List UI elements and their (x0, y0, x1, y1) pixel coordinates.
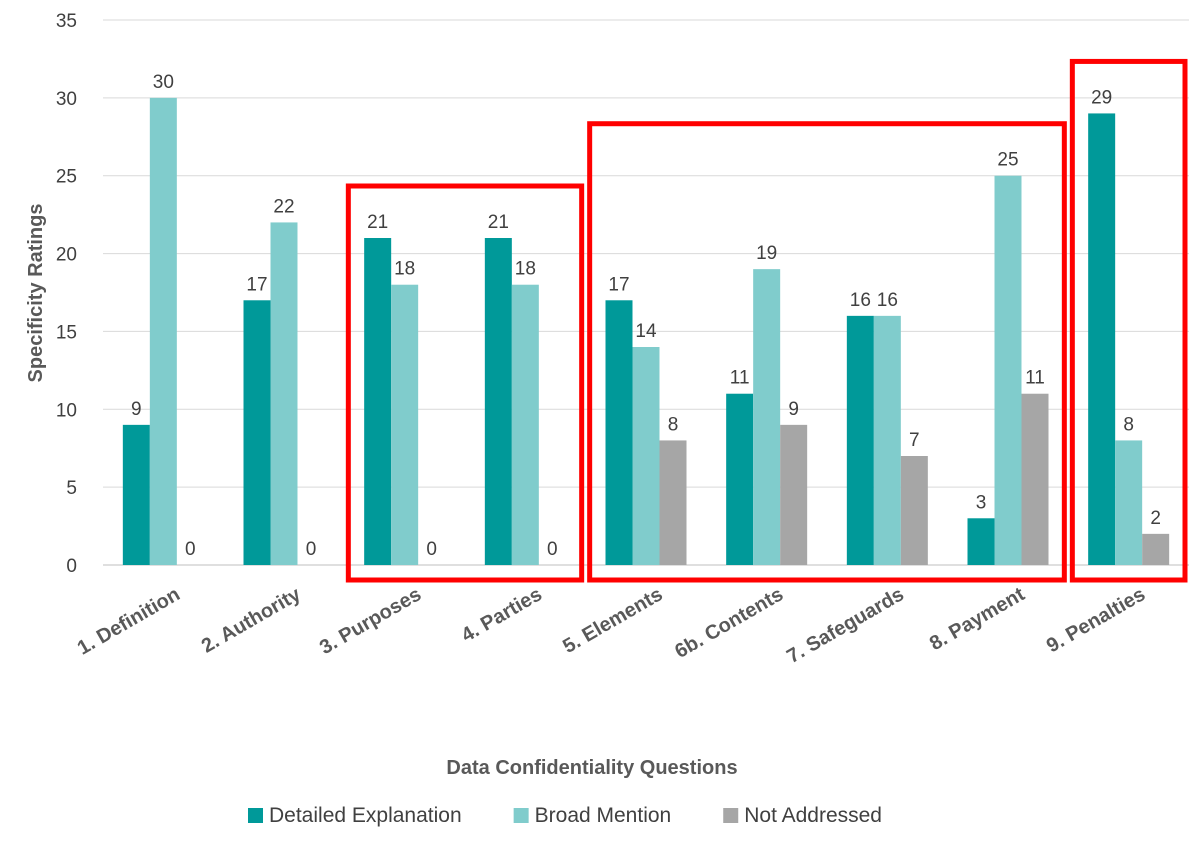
x-tick-label: 6b. Contents (671, 583, 787, 663)
y-tick-label: 25 (56, 167, 77, 188)
data-label: 11 (1025, 368, 1045, 389)
legend-swatch (723, 808, 738, 823)
bar (485, 238, 512, 565)
data-label: 8 (668, 414, 679, 435)
y-tick-label: 0 (66, 556, 77, 577)
bar (364, 238, 391, 565)
data-label: 0 (547, 539, 558, 560)
legend-swatch (514, 808, 529, 823)
data-label: 8 (1123, 414, 1134, 435)
y-axis-ticks: 0 5 10 15 20 25 30 35 (56, 11, 77, 577)
y-tick-label: 30 (56, 89, 77, 110)
data-label: 25 (997, 150, 1018, 171)
x-tick-label: 1. Definition (74, 583, 184, 659)
x-axis-title: Data Confidentiality Questions (446, 757, 737, 779)
bar (753, 269, 780, 565)
x-tick-label: 4. Parties (458, 583, 546, 647)
data-label: 0 (185, 539, 196, 560)
bar (968, 518, 995, 565)
y-tick-label: 15 (56, 322, 77, 343)
data-label: 18 (394, 259, 415, 280)
data-label: 16 (850, 290, 871, 311)
bar (1022, 394, 1049, 565)
data-label: 17 (246, 274, 267, 295)
bar (995, 176, 1022, 565)
data-label: 21 (367, 212, 388, 233)
data-label: 29 (1091, 87, 1112, 108)
bar (606, 300, 633, 565)
bar (123, 425, 150, 565)
bar (874, 316, 901, 565)
bar (660, 440, 687, 565)
data-label: 0 (426, 539, 437, 560)
legend-label: Broad Mention (535, 804, 672, 827)
bar (512, 285, 539, 565)
data-label: 19 (756, 243, 777, 264)
data-label: 14 (635, 321, 657, 342)
bar (780, 425, 807, 565)
x-axis-ticks: 1. Definition 2. Authority 3. Purposes 4. P… (74, 583, 1149, 668)
data-label: 30 (153, 72, 174, 93)
bar (1088, 113, 1115, 565)
data-label: 2 (1150, 508, 1161, 529)
bar (391, 285, 418, 565)
bar (1115, 440, 1142, 565)
y-axis-title: Specificity Ratings (25, 204, 47, 383)
data-label: 21 (488, 212, 509, 233)
y-tick-label: 35 (56, 11, 77, 32)
bar (271, 222, 298, 565)
y-tick-label: 20 (56, 245, 77, 266)
bar (1142, 534, 1169, 565)
bar (633, 347, 660, 565)
bar (150, 98, 177, 565)
data-label: 11 (730, 368, 750, 389)
y-tick-label: 5 (66, 478, 77, 499)
bar (847, 316, 874, 565)
legend: Detailed Explanation Broad Mention Not Add… (248, 804, 882, 827)
data-label: 18 (515, 259, 536, 280)
x-tick-label: 9. Penalties (1043, 583, 1149, 657)
data-label: 7 (909, 430, 920, 451)
data-label: 17 (608, 274, 629, 295)
bar (901, 456, 928, 565)
legend-label: Detailed Explanation (269, 804, 462, 827)
data-label: 22 (273, 196, 294, 217)
x-tick-label: 5. Elements (559, 583, 666, 658)
legend-label: Not Addressed (744, 804, 882, 827)
x-tick-label: 7. Safeguards (783, 583, 908, 668)
x-tick-label: 3. Purposes (316, 583, 425, 659)
data-label: 9 (131, 399, 142, 420)
data-label: 9 (788, 399, 799, 420)
data-label: 16 (877, 290, 898, 311)
bar (726, 394, 753, 565)
x-tick-label: 2. Authority (198, 583, 305, 658)
data-label: 3 (976, 492, 987, 513)
legend-swatch (248, 808, 263, 823)
bar (244, 300, 271, 565)
data-label: 0 (306, 539, 317, 560)
y-tick-label: 10 (56, 400, 77, 421)
x-tick-label: 8. Payment (926, 583, 1029, 655)
